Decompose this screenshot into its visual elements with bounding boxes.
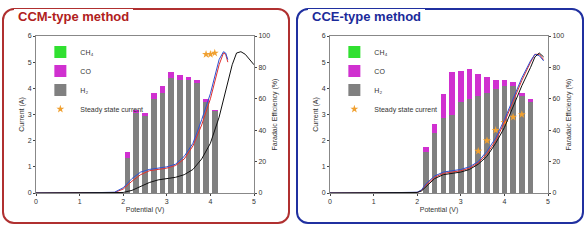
svg-text:3: 3: [28, 111, 32, 118]
svg-text:2: 2: [415, 198, 419, 205]
svg-text:0: 0: [28, 189, 32, 196]
svg-text:80: 80: [258, 64, 266, 71]
svg-text:Current (A): Current (A): [18, 97, 26, 132]
svg-text:2: 2: [121, 198, 125, 205]
svg-text:H₂: H₂: [80, 87, 88, 94]
svg-text:5: 5: [322, 59, 326, 66]
svg-text:Steady state current: Steady state current: [374, 106, 437, 114]
svg-text:100: 100: [258, 32, 270, 39]
svg-text:60: 60: [552, 95, 560, 102]
svg-text:1: 1: [28, 163, 32, 170]
svg-text:0: 0: [552, 189, 556, 196]
svg-text:CO: CO: [374, 68, 385, 75]
svg-text:60: 60: [258, 95, 266, 102]
svg-text:80: 80: [552, 64, 560, 71]
svg-text:4: 4: [322, 85, 326, 92]
svg-text:CH₄: CH₄: [374, 49, 387, 56]
svg-text:Steady state current: Steady state current: [80, 106, 143, 114]
svg-text:1: 1: [78, 198, 82, 205]
svg-text:0: 0: [328, 198, 332, 205]
svg-text:0: 0: [34, 198, 38, 205]
svg-text:20: 20: [258, 158, 266, 165]
svg-text:0: 0: [322, 189, 326, 196]
html-text:CCM-type method: CCM-type method: [18, 9, 130, 24]
svg-text:Faradaic Efficiency (%): Faradaic Efficiency (%): [565, 79, 573, 151]
svg-text:1: 1: [322, 163, 326, 170]
svg-text:4: 4: [502, 198, 506, 205]
svg-text:5: 5: [546, 198, 550, 205]
svg-text:Potential (V): Potential (V): [126, 206, 165, 214]
svg-text:6: 6: [28, 32, 32, 39]
svg-text:Potential (V): Potential (V): [420, 206, 459, 214]
svg-text:4: 4: [208, 198, 212, 205]
svg-text:2: 2: [28, 137, 32, 144]
svg-text:4: 4: [28, 85, 32, 92]
svg-text:CH₄: CH₄: [80, 49, 93, 56]
svg-text:5: 5: [28, 59, 32, 66]
svg-text:3: 3: [165, 198, 169, 205]
svg-text:0: 0: [258, 189, 262, 196]
svg-text:100: 100: [552, 32, 564, 39]
svg-text:40: 40: [258, 127, 266, 134]
svg-text:20: 20: [552, 158, 560, 165]
svg-text:1: 1: [372, 198, 376, 205]
svg-text:H₂: H₂: [374, 87, 382, 94]
html-text:CCE-type method: CCE-type method: [312, 9, 422, 24]
svg-text:CO: CO: [80, 68, 91, 75]
svg-text:Faradaic Efficiency (%): Faradaic Efficiency (%): [271, 79, 279, 151]
svg-text:2: 2: [322, 137, 326, 144]
svg-text:6: 6: [322, 32, 326, 39]
svg-text:Current (A): Current (A): [312, 97, 320, 132]
svg-text:3: 3: [459, 198, 463, 205]
svg-text:3: 3: [322, 111, 326, 118]
svg-text:5: 5: [252, 198, 256, 205]
svg-text:40: 40: [552, 127, 560, 134]
